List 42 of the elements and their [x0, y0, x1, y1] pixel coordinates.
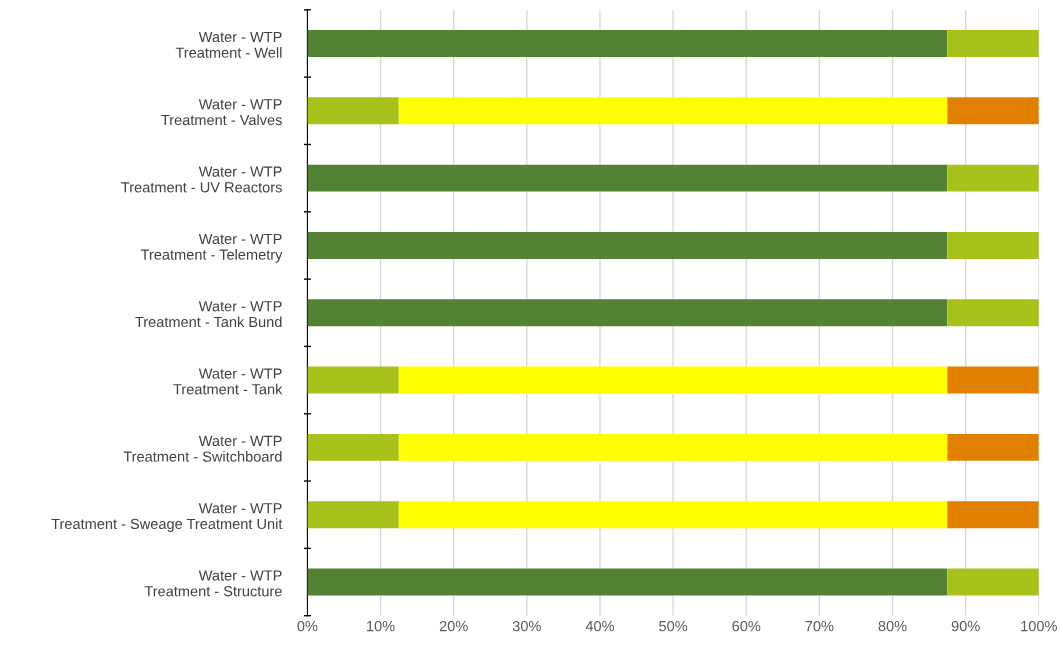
bar: [307, 568, 948, 596]
bar: [307, 97, 399, 125]
y-tick-label: Water - WTP Treatment - Switchboard: [123, 435, 282, 462]
bar: [947, 164, 1039, 192]
x-tick-label: 30%: [512, 620, 541, 632]
y-tick-label: Water - WTP Treatment - Tank Bund: [135, 301, 282, 328]
x-tick-label: 20%: [439, 620, 468, 632]
y-tick-label: Water - WTP Treatment - Structure: [144, 570, 282, 597]
bar: [947, 30, 1039, 57]
bar: [947, 299, 1039, 327]
bar: [947, 231, 1039, 259]
bar: [307, 501, 399, 529]
bar: [947, 433, 1039, 461]
bar: [307, 433, 399, 461]
x-tick-label: 70%: [805, 620, 834, 632]
x-tick-label: 60%: [732, 620, 761, 632]
bar: [398, 366, 948, 394]
bar: [307, 30, 948, 57]
y-tick-label: Water - WTP Treatment - Telemetry: [140, 233, 283, 263]
bar: [947, 366, 1039, 394]
y-tick-label: Water - WTP Treatment - Sweage Treatment Unit: [51, 503, 283, 532]
bar: [307, 299, 948, 327]
x-tick-label: 0%: [297, 620, 318, 632]
bar: [947, 568, 1039, 596]
x-tick-label: 40%: [585, 620, 615, 632]
x-tick-label: 80%: [878, 620, 907, 632]
y-tick-label: Water - WTP Treatment - Tank: [173, 368, 283, 395]
bar: [307, 231, 948, 259]
y-tick-label: Water - WTP Treatment - Valves: [161, 99, 282, 126]
bar: [947, 501, 1039, 529]
x-tick-label: 100%: [1021, 620, 1057, 632]
bar: [398, 433, 948, 461]
x-tick-label: 10%: [367, 620, 395, 632]
x-tick-label: 90%: [951, 620, 980, 632]
y-tick-label: Water - WTP Treatment - UV Reactors: [121, 166, 282, 193]
bar: [398, 501, 948, 529]
bar: [947, 97, 1039, 125]
bar: [398, 97, 948, 125]
bar: [307, 164, 948, 192]
y-tick-label: Water - WTP Treatment - Well: [175, 31, 282, 58]
x-tick-label: 50%: [659, 620, 688, 632]
bar: [307, 366, 399, 394]
